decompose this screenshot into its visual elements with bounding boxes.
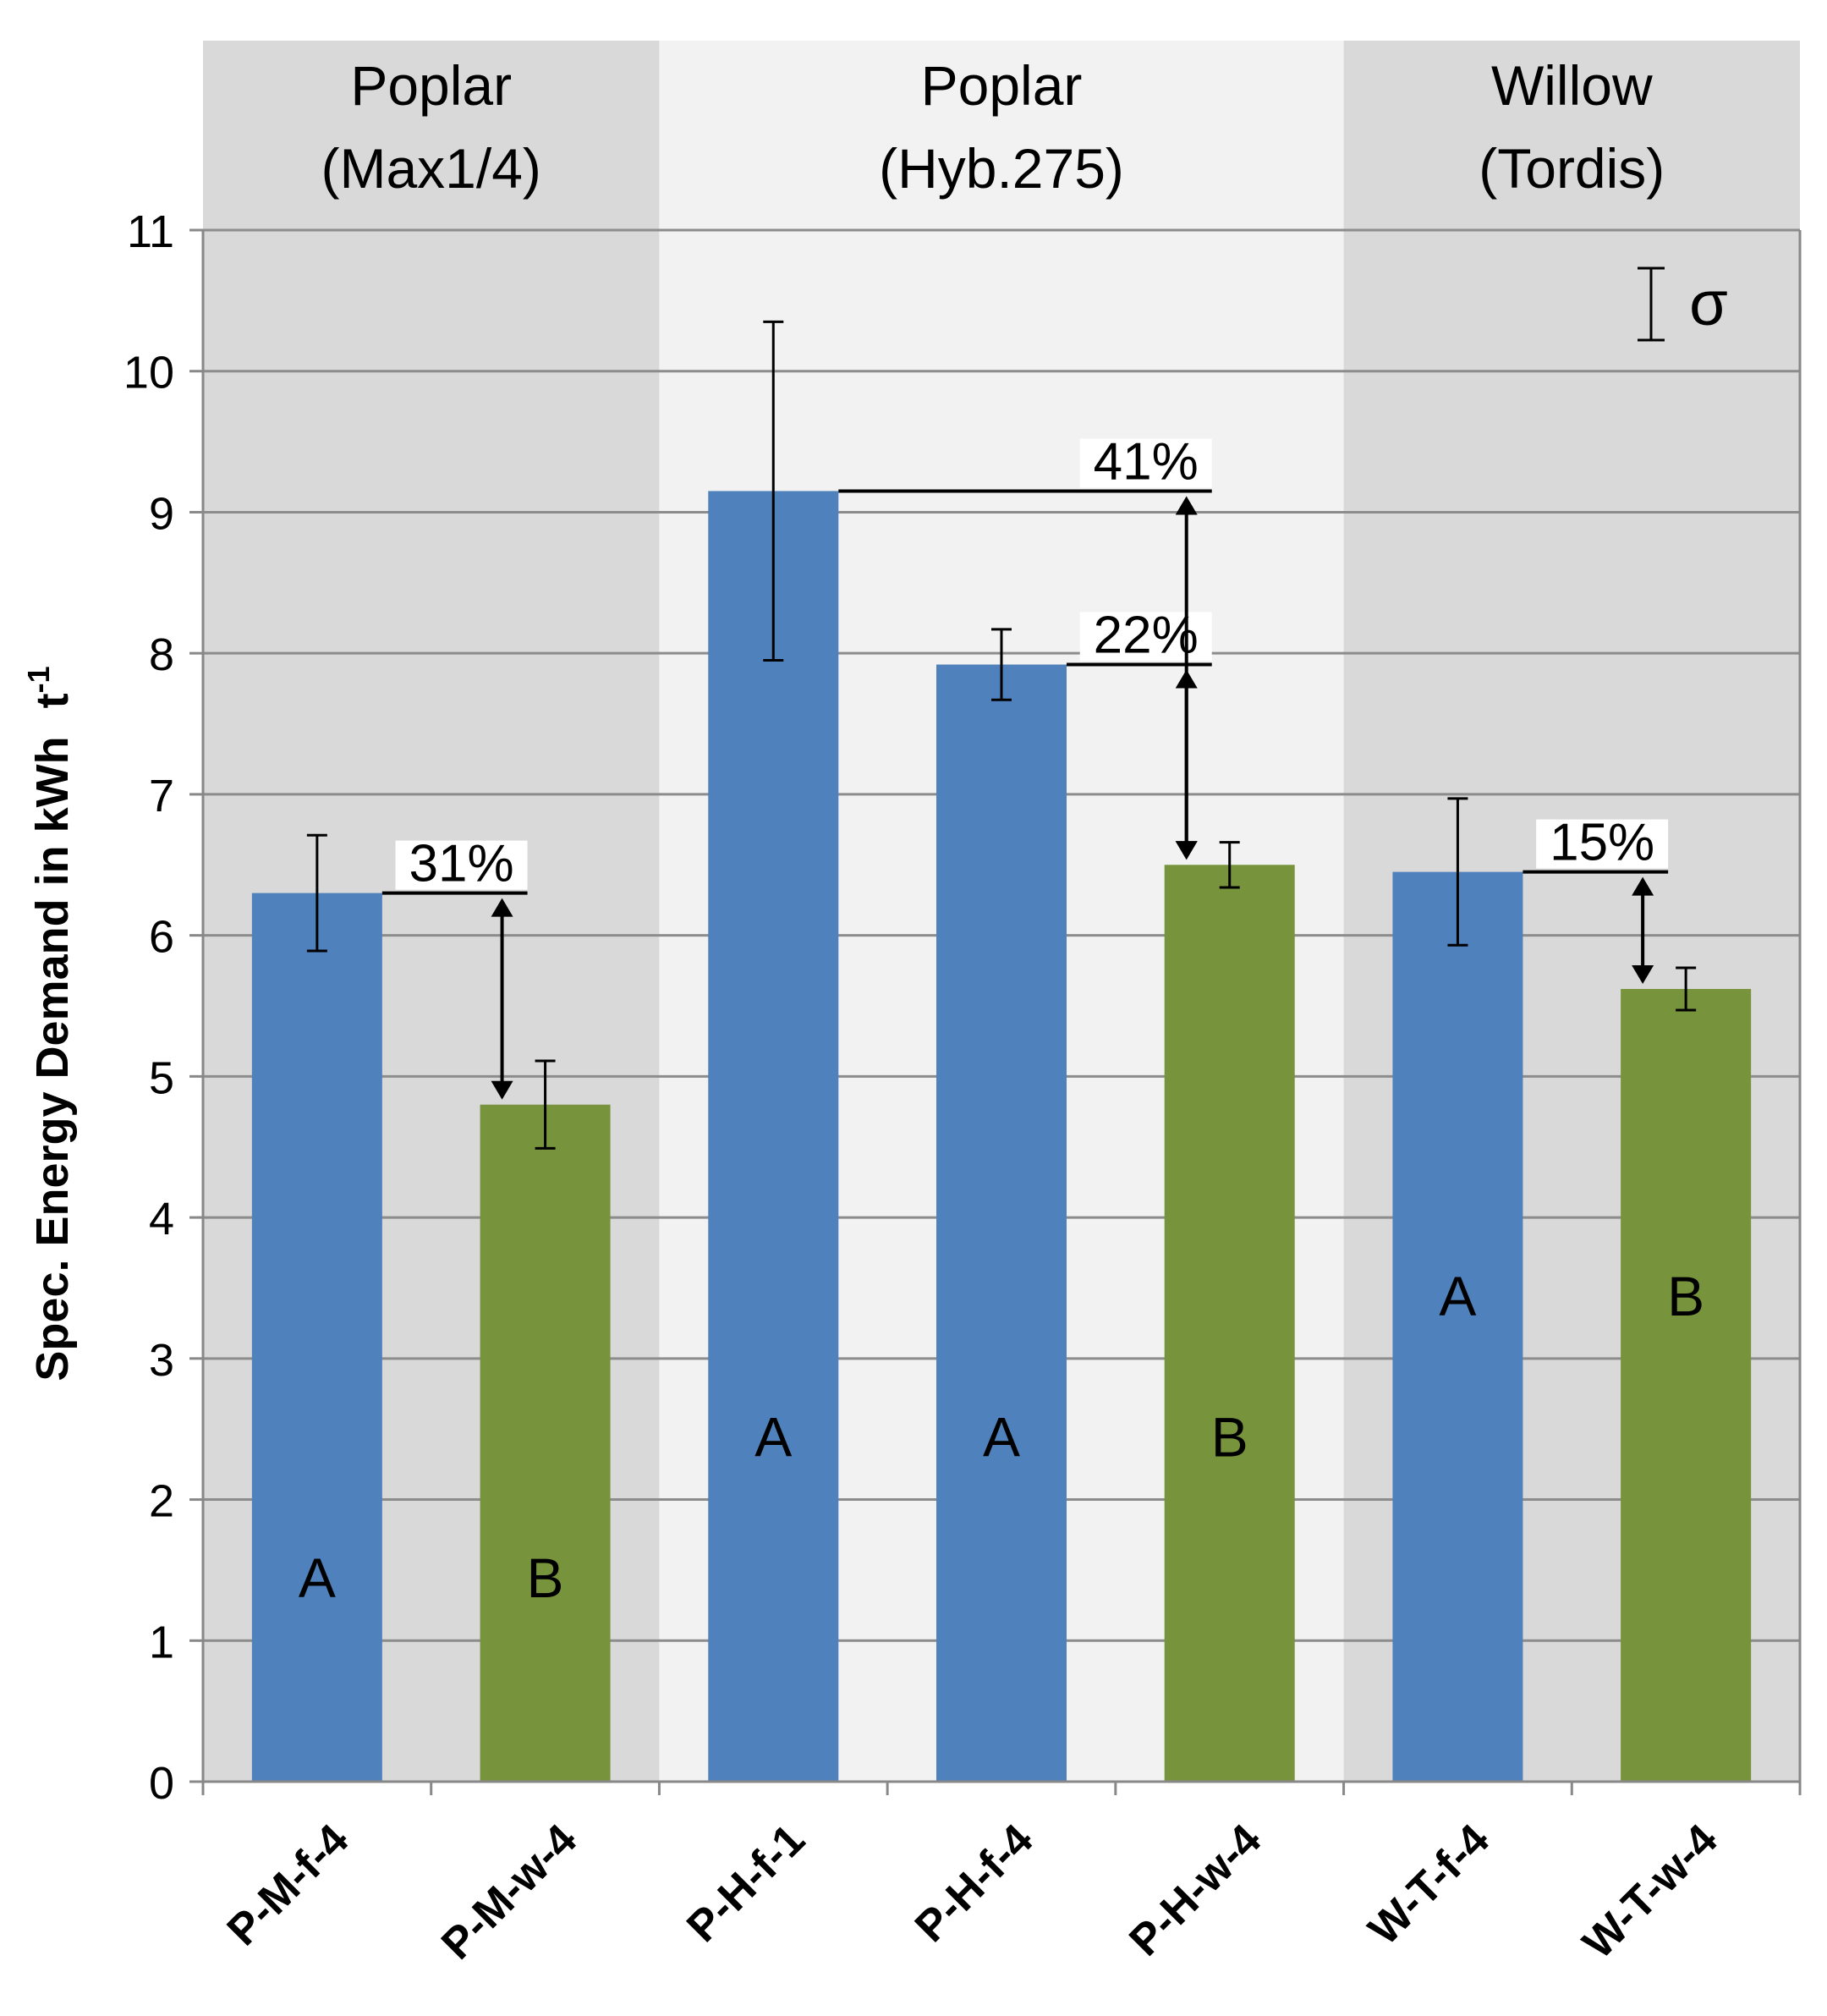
comparison-label-bg: [1536, 819, 1669, 869]
y-tick-label: 4: [149, 1194, 174, 1244]
bar-P-H-f-4: [936, 664, 1067, 1782]
comparison-label: 22%: [1094, 607, 1199, 665]
arrow-head: [1175, 841, 1198, 860]
letter-label: B: [1211, 1406, 1248, 1469]
arrow-head: [1632, 964, 1654, 984]
x-tick-label: W-T-f-4: [1359, 1815, 1499, 1954]
letter-label: A: [983, 1406, 1020, 1469]
y-tick-label: 6: [149, 912, 174, 963]
letter-label: B: [527, 1546, 564, 1609]
arrow-head: [491, 898, 513, 917]
y-tick-label: 7: [149, 771, 174, 821]
group-subtitle: (Tordis): [1479, 137, 1665, 200]
comparison-label-bg: [1079, 612, 1212, 662]
letter-label: A: [1439, 1265, 1476, 1327]
arrow-head: [1175, 496, 1198, 515]
letter-label: A: [299, 1546, 336, 1609]
group-subtitle: (Max1/4): [321, 137, 541, 200]
arrow-head: [1632, 876, 1654, 896]
bars: [251, 491, 1752, 1782]
comparison-label: 31%: [409, 835, 514, 893]
y-tick-label: 5: [149, 1052, 174, 1103]
x-tick-label: P-M-w-4: [432, 1815, 586, 1969]
group-title: Willow: [1491, 54, 1653, 117]
x-tick-label: P-M-f-4: [218, 1815, 359, 1955]
comparison-label-bg: [1079, 438, 1212, 488]
significance-letters: A B A A B A B: [299, 1265, 1704, 1609]
bar-W-T-w-4: [1621, 988, 1752, 1782]
sigma-symbol: σ: [1689, 268, 1728, 338]
bar-P-M-w-4: [480, 1104, 611, 1782]
group-subtitle: (Hyb.275): [879, 137, 1124, 200]
bar-P-M-f-4: [251, 893, 382, 1782]
y-tick-label: 3: [149, 1335, 174, 1386]
comparison-annotations: 31% 22% 41% 15%: [381, 432, 1669, 1100]
y-tick-label: 10: [123, 348, 174, 398]
bar-P-H-w-4: [1164, 865, 1295, 1782]
x-tick-label: P-H-f-4: [906, 1815, 1043, 1952]
comparison-label: 15%: [1550, 814, 1654, 872]
group-title: Poplar: [350, 54, 512, 117]
y-tick-label: 0: [149, 1758, 174, 1809]
bar-P-H-f-1: [708, 491, 839, 1782]
x-tick-label: P-H-f-1: [678, 1815, 815, 1952]
x-tick-label: W-T-w-4: [1573, 1815, 1726, 1968]
error-bars: [306, 320, 1697, 1150]
y-tick-label: 1: [149, 1617, 174, 1667]
bar-W-T-f-4: [1392, 871, 1523, 1782]
x-tick-label: P-H-w-4: [1120, 1815, 1270, 1965]
y-tick-label: 11: [127, 206, 174, 257]
y-tick-label: 2: [149, 1476, 174, 1527]
comparison-label-bg: [395, 840, 528, 890]
arrow-head: [491, 1080, 513, 1100]
group-title: Poplar: [921, 54, 1083, 117]
y-axis-title: Spec. Energy Demand in kWh t-1: [21, 666, 78, 1381]
comparison-label: 41%: [1094, 432, 1199, 491]
y-tick-label: 9: [149, 488, 174, 539]
y-axis-label: Spec. Energy Demand in kWh t-1: [21, 666, 78, 1381]
y-tick-label: 8: [149, 629, 174, 680]
letter-label: A: [754, 1406, 792, 1469]
sigma-legend: σ: [1638, 266, 1728, 342]
letter-label: B: [1667, 1265, 1704, 1327]
